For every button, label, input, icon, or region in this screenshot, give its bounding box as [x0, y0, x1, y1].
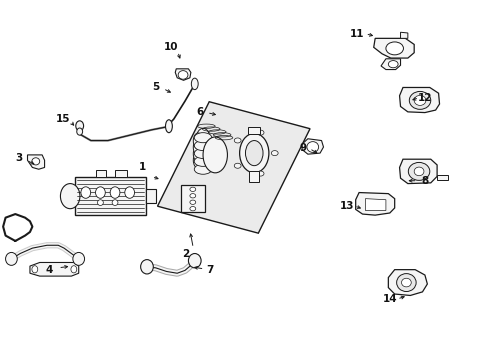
Ellipse shape: [194, 156, 211, 166]
Ellipse shape: [95, 187, 105, 198]
Polygon shape: [373, 39, 413, 58]
Polygon shape: [365, 199, 385, 211]
Text: 9: 9: [299, 143, 306, 153]
Text: 15: 15: [56, 114, 70, 124]
Polygon shape: [400, 32, 407, 39]
Ellipse shape: [194, 133, 211, 143]
Polygon shape: [399, 87, 439, 113]
Ellipse shape: [97, 200, 103, 206]
Ellipse shape: [193, 152, 203, 168]
Ellipse shape: [239, 134, 268, 173]
Text: 11: 11: [349, 29, 363, 39]
Ellipse shape: [124, 187, 134, 198]
Ellipse shape: [413, 167, 423, 176]
Bar: [145, 189, 155, 203]
Ellipse shape: [189, 194, 195, 198]
Ellipse shape: [385, 42, 403, 55]
Ellipse shape: [165, 120, 172, 133]
Ellipse shape: [407, 162, 429, 180]
Ellipse shape: [234, 138, 241, 143]
Bar: [249, 171, 259, 182]
Polygon shape: [355, 193, 394, 215]
Text: 12: 12: [417, 93, 431, 103]
Ellipse shape: [257, 171, 264, 176]
Ellipse shape: [73, 252, 84, 265]
Ellipse shape: [408, 91, 430, 109]
Ellipse shape: [257, 130, 264, 135]
Ellipse shape: [76, 121, 83, 131]
Ellipse shape: [32, 266, 38, 273]
Ellipse shape: [71, 266, 77, 273]
Ellipse shape: [203, 137, 227, 173]
Ellipse shape: [396, 274, 415, 292]
Ellipse shape: [401, 278, 410, 287]
Ellipse shape: [81, 187, 90, 198]
Text: 1: 1: [138, 162, 145, 172]
Ellipse shape: [189, 207, 195, 211]
Ellipse shape: [141, 260, 153, 274]
Ellipse shape: [112, 200, 118, 206]
Ellipse shape: [32, 158, 40, 165]
Polygon shape: [30, 262, 79, 276]
Ellipse shape: [413, 95, 425, 105]
Ellipse shape: [178, 71, 187, 79]
Ellipse shape: [193, 133, 203, 149]
Text: 6: 6: [196, 107, 203, 117]
Ellipse shape: [193, 139, 203, 155]
Text: 10: 10: [164, 42, 178, 52]
Polygon shape: [399, 159, 436, 184]
Ellipse shape: [77, 128, 82, 135]
Polygon shape: [380, 59, 400, 69]
Polygon shape: [175, 69, 190, 80]
Ellipse shape: [245, 140, 263, 166]
Ellipse shape: [199, 137, 212, 157]
Ellipse shape: [271, 150, 278, 156]
Ellipse shape: [234, 163, 241, 168]
Bar: [181, 185, 204, 212]
Text: 3: 3: [16, 153, 23, 163]
Polygon shape: [115, 170, 127, 177]
Ellipse shape: [61, 184, 80, 209]
Ellipse shape: [193, 146, 203, 162]
Bar: [248, 127, 260, 134]
Text: 7: 7: [206, 265, 214, 275]
Text: 8: 8: [421, 176, 427, 186]
Ellipse shape: [5, 252, 17, 265]
Text: 5: 5: [152, 82, 159, 92]
Ellipse shape: [194, 164, 211, 174]
Ellipse shape: [306, 141, 318, 152]
Polygon shape: [96, 170, 105, 177]
Bar: [75, 177, 145, 215]
Ellipse shape: [197, 133, 210, 153]
Ellipse shape: [189, 187, 195, 192]
Polygon shape: [387, 270, 427, 296]
Polygon shape: [302, 139, 323, 154]
Polygon shape: [27, 155, 44, 169]
Ellipse shape: [196, 129, 209, 148]
Ellipse shape: [194, 148, 211, 158]
Ellipse shape: [188, 253, 201, 268]
Text: 4: 4: [46, 265, 53, 275]
Ellipse shape: [387, 60, 397, 68]
Text: 2: 2: [182, 248, 189, 258]
Polygon shape: [436, 175, 447, 180]
Text: 13: 13: [339, 201, 353, 211]
Text: 14: 14: [382, 294, 396, 304]
Ellipse shape: [110, 187, 120, 198]
Ellipse shape: [191, 78, 198, 90]
Ellipse shape: [189, 200, 195, 204]
Ellipse shape: [201, 141, 214, 161]
Polygon shape: [157, 102, 309, 233]
Ellipse shape: [194, 140, 211, 150]
